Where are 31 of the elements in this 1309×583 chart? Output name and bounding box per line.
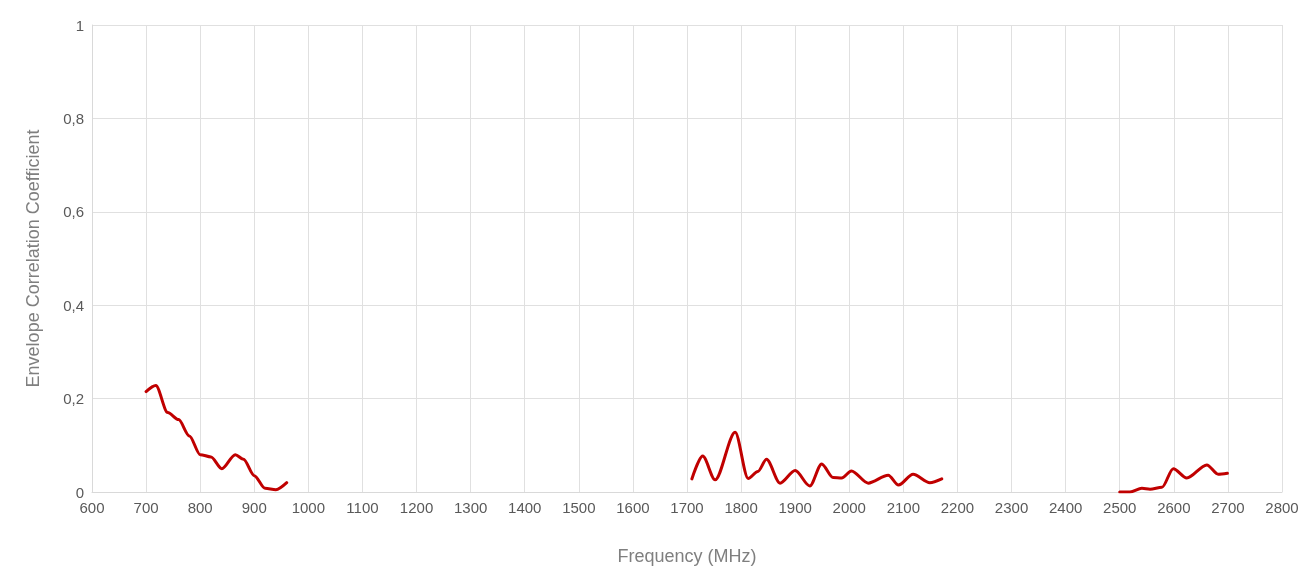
y-tick-label: 1 <box>75 16 84 34</box>
x-tick-label: 800 <box>187 499 213 516</box>
x-tick-label: 2800 <box>1265 499 1299 516</box>
x-tick-label: 1600 <box>616 499 650 516</box>
x-tick-label: 2500 <box>1103 499 1137 516</box>
y-tick-label: 0,6 <box>63 203 84 221</box>
x-tick-label: 1400 <box>508 499 542 516</box>
x-tick-label: 700 <box>133 499 159 516</box>
x-tick-label: 1500 <box>562 499 596 516</box>
x-tick-label: 1800 <box>724 499 758 516</box>
x-tick-label: 2700 <box>1211 499 1245 516</box>
x-tick-label: 2000 <box>832 499 866 516</box>
x-tick-label: 1200 <box>399 499 434 516</box>
x-tick-label: 2200 <box>940 499 975 516</box>
x-axis-title: Frequency (MHz) <box>617 546 757 566</box>
x-tick-label: 1900 <box>778 499 812 516</box>
x-tick-label: 1700 <box>670 499 704 516</box>
y-tick-label: 0,2 <box>63 390 84 408</box>
x-tick-label: 2300 <box>994 499 1029 516</box>
x-tick-label: 1100 <box>346 499 379 516</box>
y-axis-title: Envelope Correlation Coefficient <box>23 129 43 388</box>
x-tick-label: 2600 <box>1157 499 1191 516</box>
x-tick-label: 600 <box>79 499 105 516</box>
x-tick-label: 900 <box>241 499 267 516</box>
x-tick-label: 2400 <box>1048 499 1083 516</box>
x-tick-label: 1300 <box>453 499 488 516</box>
x-tick-label: 1000 <box>291 499 326 516</box>
y-tick-label: 0,4 <box>63 296 84 314</box>
y-tick-label: 0,8 <box>63 109 84 127</box>
x-tick-label: 2100 <box>886 499 921 516</box>
y-tick-label: 0 <box>75 483 84 501</box>
